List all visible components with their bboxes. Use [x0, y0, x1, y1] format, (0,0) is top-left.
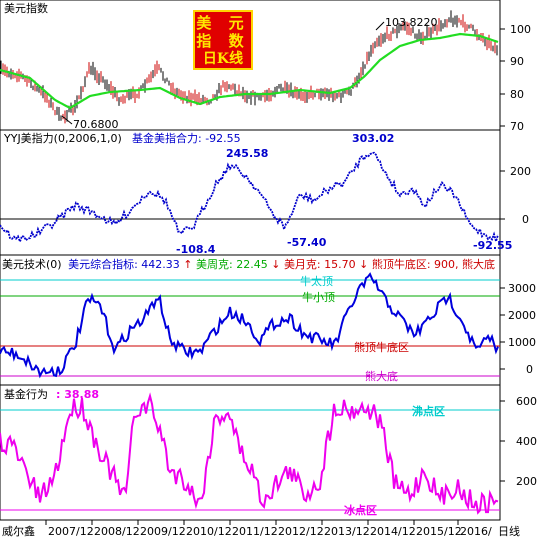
date-label: 2007/12 [48, 525, 94, 538]
panel2-title: YYJ美指力(0,2006,1,0) [3, 131, 122, 145]
date-label: 2012/12 [278, 525, 324, 538]
panel1-y-tick: 70 [510, 120, 524, 133]
panel3-y-tick: 1000 [508, 336, 536, 349]
panel2-indicator: 基金美指合力: -92.55 [132, 131, 241, 145]
panel3-y-axis: 3000 2000 1000 0 [500, 282, 536, 376]
panel4-line-label: 沸点区 [412, 404, 445, 418]
panel4-line-label: 冰点区 [344, 503, 377, 517]
panel2-current-label: -92.55 [473, 239, 512, 252]
panel3-y-tick: 3000 [508, 282, 536, 295]
panel2-y-tick: 0 [522, 213, 529, 226]
panel3-title-part: 美元综合指标: 442.33 [68, 257, 180, 271]
panel3-title: 美元技术(0) 美元综合指标: 442.33 ↑ 美周克: 22.45 ↓ 美月… [2, 257, 495, 271]
panel3-title-part: 美月克: 15.70 [284, 258, 356, 271]
panel4-y-tick: 400 [516, 435, 537, 448]
panel3-line-label: 牛太顶 [300, 274, 333, 288]
panel3-title-part: 美元技术(0) [2, 258, 62, 271]
panel3-y-tick: 0 [526, 363, 533, 376]
panel1-high-pointer [375, 21, 385, 31]
brand-label: 威尔鑫 [2, 524, 35, 538]
date-label: 2015/12 [416, 525, 462, 538]
panel1-y-tick: 100 [510, 23, 531, 36]
panel2-y-axis: 200 0 [500, 165, 531, 226]
date-label: 2016/ [460, 525, 492, 538]
panel3-title-part: ↓ [271, 258, 280, 271]
panel1-moving-average-line [0, 32, 499, 110]
panel3-line-label: 牛小顶 [302, 290, 335, 304]
panel3-y-tick: 2000 [508, 309, 536, 322]
date-label: 2014/12 [370, 525, 416, 538]
panel1-y-axis: 100 90 80 70 [500, 23, 531, 133]
panel4-title: 基金行为 [4, 387, 48, 401]
date-label: 2010/12 [186, 525, 232, 538]
panel1-high-label: 103.8220 [385, 16, 438, 29]
panel1-y-tick: 90 [510, 55, 524, 68]
panel3-title-part: ↑ [183, 258, 192, 271]
date-label: 2013/12 [324, 525, 370, 538]
dollar-index-daily-badge: 美 元 指 数 日K线 [193, 10, 253, 70]
panel1-low-label: 70.6800 [73, 118, 119, 131]
panel2-trough-label: -108.4 [176, 243, 216, 256]
panel3-composite-line [0, 272, 499, 379]
date-axis: 威尔鑫 日线 2007/12 2008/12 2009/12 2010/12 2011/… [2, 520, 520, 538]
panel2-trough-label: -57.40 [287, 236, 327, 249]
panel4-y-tick: 200 [516, 475, 537, 488]
panel2-peak-label: 245.58 [226, 147, 268, 160]
badge-line: 日K线 [202, 51, 244, 67]
panel3-title-part: 熊顶牛底区: 900, 熊大底 [372, 257, 495, 271]
period-label: 日线 [498, 524, 520, 538]
panel2-peak-label: 303.02 [352, 132, 394, 145]
panel3-line-label: 熊顶牛底区 [354, 340, 409, 354]
badge-line: 美 元 [196, 14, 250, 32]
panel2-strength-line [0, 151, 499, 245]
panel3-line-label: 熊大底 [365, 369, 398, 383]
panel3-title-part: 美周克: 22.45 [196, 258, 268, 271]
badge-line: 指 数 [196, 32, 250, 50]
date-label: 2011/12 [232, 525, 278, 538]
date-label: 2009/12 [140, 525, 186, 538]
panel1-title: 美元指数 [4, 1, 48, 15]
date-label: 2008/12 [94, 525, 140, 538]
panel2-y-tick: 200 [510, 165, 531, 178]
panel1-low-pointer [61, 115, 73, 125]
panel4-y-axis: 600 400 200 [500, 395, 537, 488]
panel4-value: : 38.88 [56, 388, 99, 401]
panel4-y-tick: 600 [516, 395, 537, 408]
panel1-y-tick: 80 [510, 88, 524, 101]
panel3-title-part: ↓ [359, 258, 368, 271]
panel4-fund-behavior-line [0, 392, 499, 515]
